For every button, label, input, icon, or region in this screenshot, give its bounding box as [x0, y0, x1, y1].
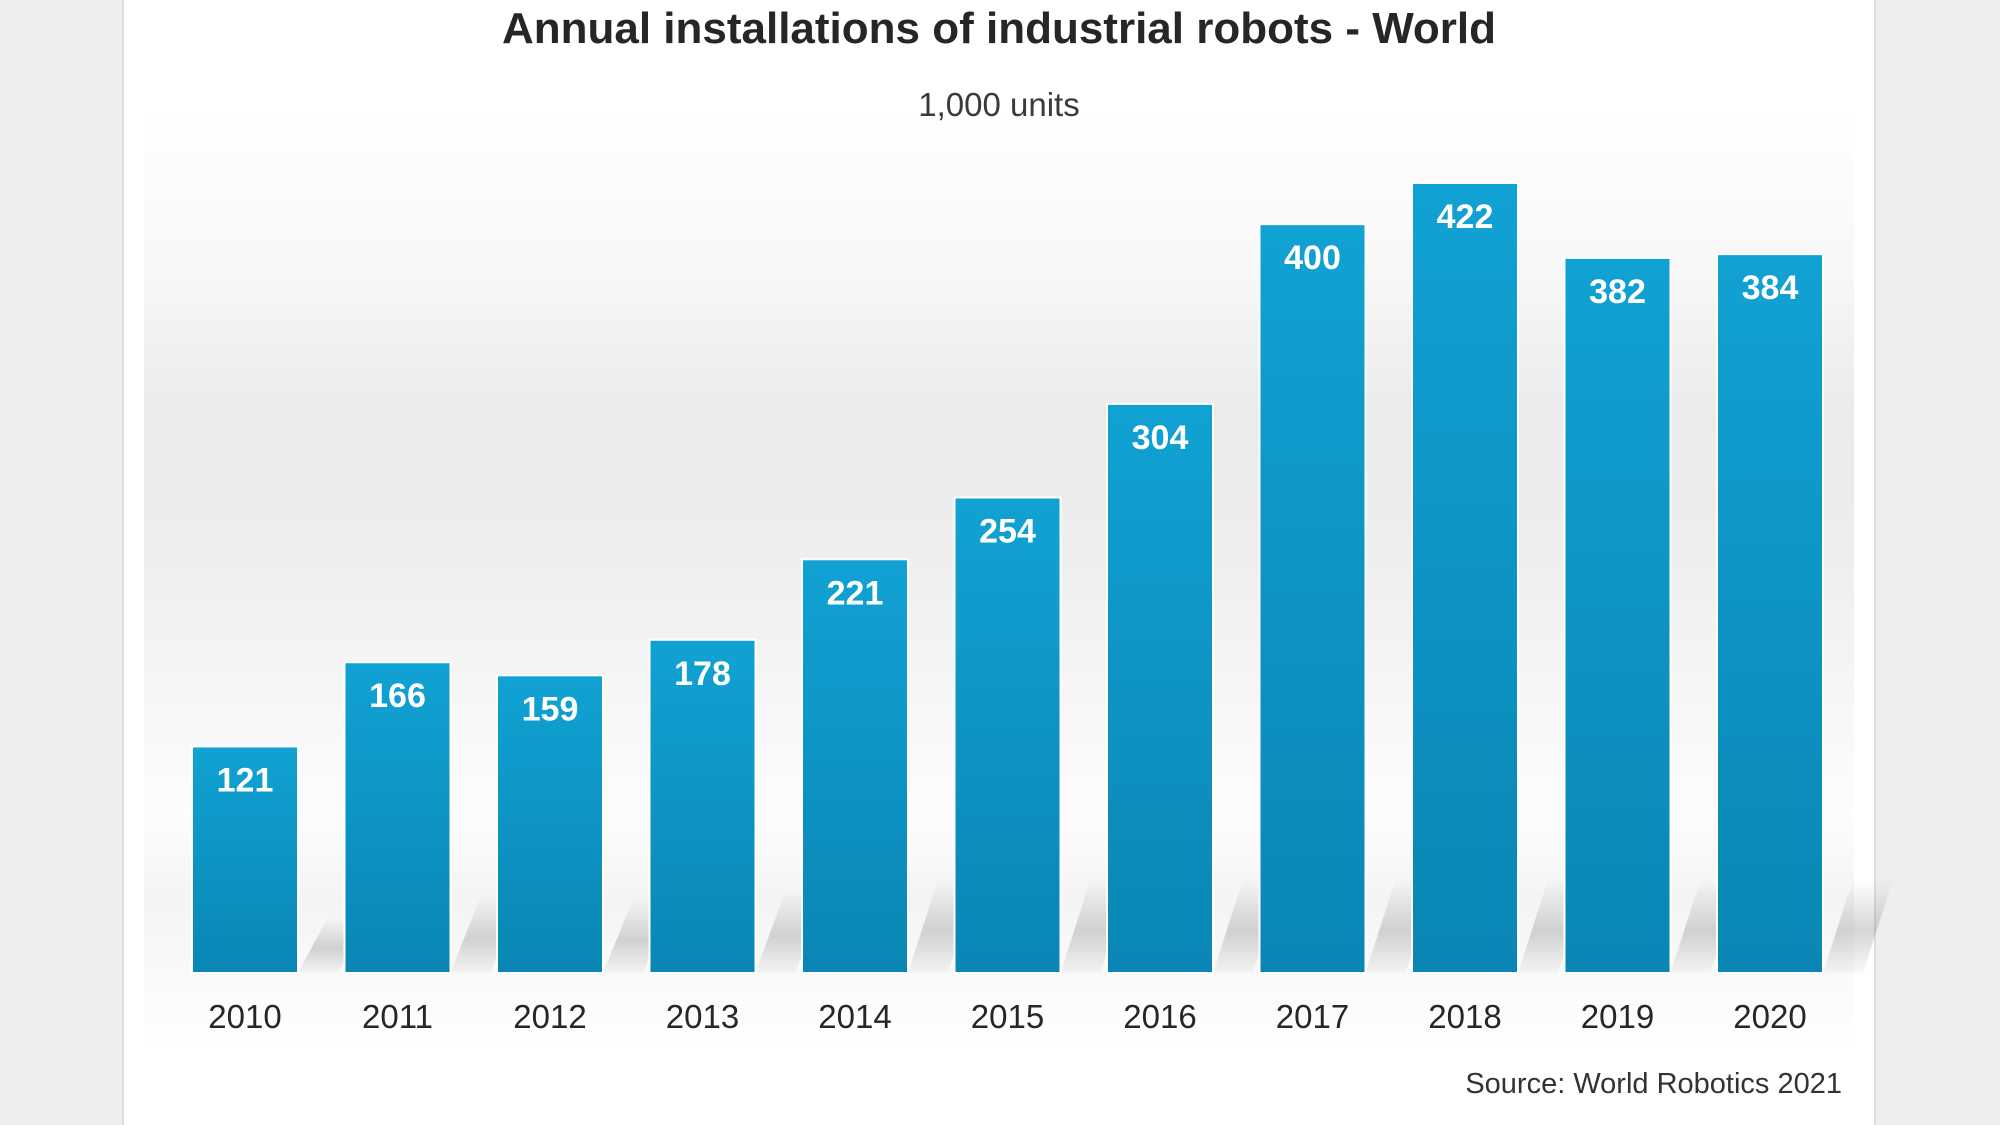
- x-tick-2020: 2020: [1733, 998, 1806, 1035]
- bar-2012: [496, 674, 604, 974]
- chart-title: Annual installations of industrial robot…: [501, 4, 1497, 53]
- x-tick-2012: 2012: [513, 998, 586, 1035]
- value-labels: 121 166 159 178 221 254 304 400 422 382 384: [217, 198, 1799, 799]
- x-tick-2011: 2011: [362, 998, 433, 1035]
- value-label-2019: 382: [1589, 273, 1646, 311]
- bar-2018: [1411, 182, 1519, 974]
- bar-2019: [1563, 256, 1672, 974]
- chart-subtitle: 1,000 units: [918, 86, 1080, 123]
- value-label-2015: 254: [979, 513, 1036, 551]
- bar-2016: [1106, 402, 1214, 975]
- x-tick-2015: 2015: [971, 998, 1044, 1035]
- bar-2017: [1258, 223, 1367, 975]
- x-tick-2013: 2013: [666, 998, 739, 1035]
- x-tick-2018: 2018: [1428, 998, 1501, 1035]
- bar-2013: [648, 638, 757, 974]
- bar-2014: [801, 558, 909, 974]
- bar-2015: [953, 496, 1062, 974]
- bar-shadow: [1823, 879, 1893, 973]
- value-label-2014: 221: [827, 574, 884, 612]
- x-tick-2017: 2017: [1276, 998, 1349, 1035]
- value-label-2013: 178: [674, 655, 731, 693]
- x-tick-2014: 2014: [818, 998, 891, 1035]
- bar-2010: [191, 745, 299, 974]
- value-label-2018: 422: [1437, 198, 1494, 236]
- value-label-2020: 384: [1742, 269, 1799, 307]
- value-label-2017: 400: [1284, 239, 1341, 277]
- bar-2020: [1716, 253, 1824, 974]
- x-tick-2010: 2010: [208, 998, 281, 1035]
- x-tick-labels: 2010 2011 2012 2013 2014 2015 2016 2017 2018 2019…: [208, 998, 1806, 1035]
- x-tick-2016: 2016: [1123, 998, 1196, 1035]
- value-label-2011: 166: [369, 677, 426, 715]
- chart-source: Source: World Robotics 2021: [1465, 1068, 1842, 1100]
- bar-2011: [343, 661, 452, 974]
- value-label-2016: 304: [1132, 419, 1189, 457]
- value-label-2010: 121: [217, 761, 274, 799]
- x-tick-2019: 2019: [1581, 998, 1654, 1035]
- bars: [191, 182, 1824, 975]
- value-label-2012: 159: [522, 690, 579, 728]
